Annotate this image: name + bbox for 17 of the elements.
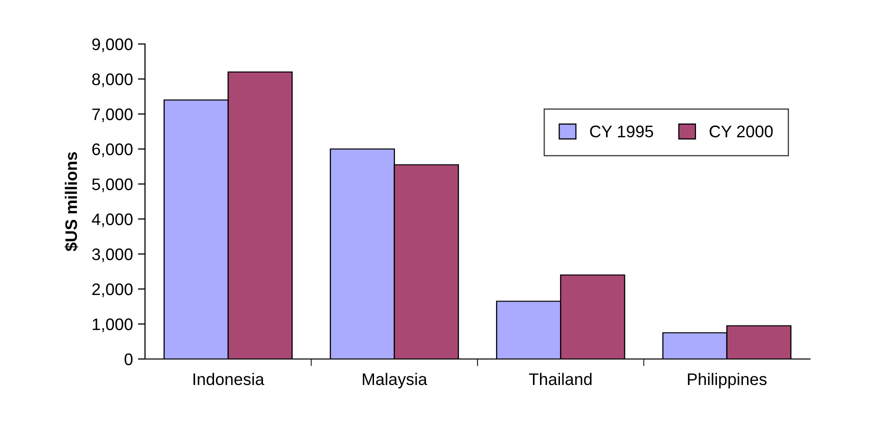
y-tick-label: 3,000: [92, 248, 133, 262]
y-axis-title: $US millions: [64, 152, 78, 252]
y-tick-label: 0: [124, 353, 133, 366]
y-tick-label: 9,000: [92, 38, 133, 52]
x-tick-label: Thailand: [529, 372, 592, 386]
y-tick-label: 1,000: [92, 318, 133, 332]
legend-label: CY 2000: [710, 126, 773, 138]
y-tick-label: 7,000: [92, 108, 133, 122]
y-tick-label: 5,000: [92, 178, 133, 192]
x-tick-label: Indonesia: [194, 372, 264, 386]
x-tick-label: Malaysia: [362, 372, 428, 388]
y-tick-label: 6,000: [92, 143, 133, 158]
y-tick-label: 2,000: [92, 283, 133, 298]
x-tick-label: Philippines: [688, 372, 767, 388]
y-tick-label: 8,000: [92, 73, 133, 88]
y-tick-label: 4,000: [92, 213, 133, 228]
legend-label: CY 1995: [590, 126, 654, 138]
